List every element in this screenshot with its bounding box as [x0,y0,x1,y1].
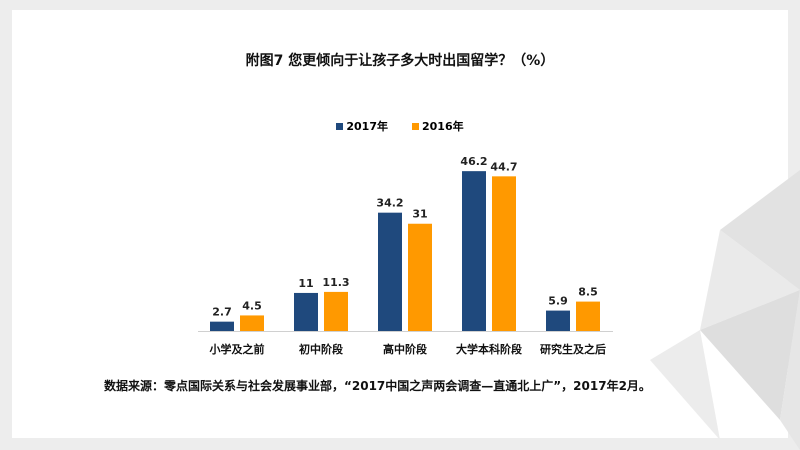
bar-2016 [240,315,264,331]
chart-title: 附图7 您更倾向于让孩子多大时出国留学？（%） [245,53,555,69]
legend-swatch [412,123,419,130]
bar-2017 [378,212,402,331]
legend-swatch [336,123,344,130]
data-label: 2.7 [212,306,232,319]
data-label: 34.2 [376,197,403,210]
data-label: 11 [298,277,313,290]
data-label: 4.5 [242,299,262,312]
data-label: 44.7 [490,160,517,173]
data-label: 8.5 [578,286,598,299]
bar-2017 [294,292,318,331]
bar-2017 [210,321,234,331]
legend-label: 2016年 [422,120,464,133]
category-label: 高中阶段 [383,342,427,356]
data-label: 46.2 [460,155,487,168]
legend: 2017年 2016年 [0,118,800,134]
source-note: 数据来源：零点国际关系与社会发展事业部，“2017中国之声两会调查—直通北上广”… [104,379,651,393]
data-label: 31 [412,208,427,221]
bar-2016 [492,176,516,331]
bar-2017 [546,310,570,331]
legend-item-2016: 2016年 [412,118,464,134]
category-label: 研究生及之后 [540,342,606,356]
category-label: 大学本科阶段 [456,342,522,356]
bar-2016 [324,291,348,331]
data-label: 11.3 [322,276,349,289]
legend-item-2017: 2017年 [336,118,388,134]
bar-2016 [576,301,600,331]
category-label: 小学及之前 [209,342,265,356]
bar-2017 [462,171,486,331]
legend-label: 2017年 [346,120,388,133]
category-label: 初中阶段 [299,342,343,356]
data-label: 5.9 [548,295,568,308]
bar-2016 [408,223,432,331]
